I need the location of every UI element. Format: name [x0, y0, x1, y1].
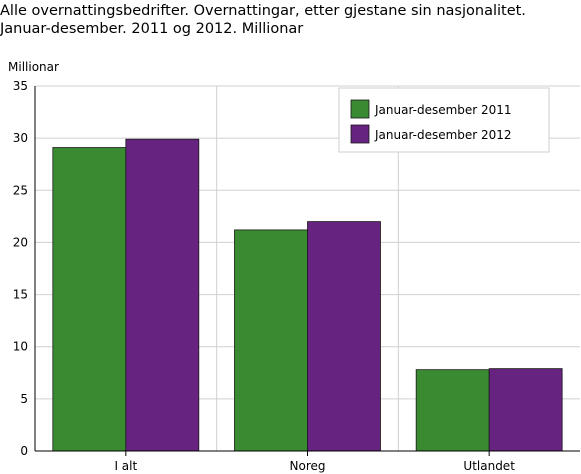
y-tick-label-25: 25 [13, 183, 28, 197]
x-axis-labels: I alt Noreg Utlandet [114, 459, 515, 473]
legend-swatch-1 [350, 99, 370, 119]
y-tick-label-15: 15 [13, 288, 28, 302]
legend: Januar-desember 2011 Januar-desember 2012 [338, 87, 550, 153]
y-tick-label-20: 20 [13, 235, 28, 249]
bar-utlandet-2 [488, 368, 563, 452]
x-tick-label-0: I alt [114, 459, 137, 473]
x-tick-label-2: Utlandet [463, 459, 515, 473]
y-tick-label-0: 0 [20, 444, 28, 458]
x-tick-label-1: Noreg [290, 459, 326, 473]
bars [52, 138, 563, 452]
y-tick-label-35: 35 [13, 79, 28, 93]
chart-title: Alle overnattingsbedrifter. Overnattinga… [0, 2, 581, 38]
bar-utlandet-1 [415, 369, 490, 452]
bar-noreg-2 [307, 221, 381, 452]
y-tick-label-10: 10 [13, 340, 28, 354]
bar-i-alt-1 [52, 147, 127, 452]
legend-box [338, 87, 550, 153]
bar-noreg-1 [234, 229, 308, 452]
chart-title-line-1: Alle overnattingsbedrifter. Overnattinga… [0, 3, 526, 19]
chart-title-line-2: Januar-desember. 2011 og 2012. Millionar [0, 21, 304, 37]
legend-label-2: Januar-desember 2012 [374, 128, 512, 142]
legend-swatch-2 [350, 124, 370, 144]
y-axis-ticks: 0 5 10 15 20 25 30 35 [13, 79, 28, 458]
y-tick-label-5: 5 [20, 392, 28, 406]
legend-label-1: Januar-desember 2011 [374, 103, 512, 117]
y-axis-label: Millionar [8, 60, 59, 74]
axes [34, 86, 580, 456]
bar-i-alt-2 [125, 138, 200, 452]
y-tick-label-30: 30 [13, 131, 28, 145]
